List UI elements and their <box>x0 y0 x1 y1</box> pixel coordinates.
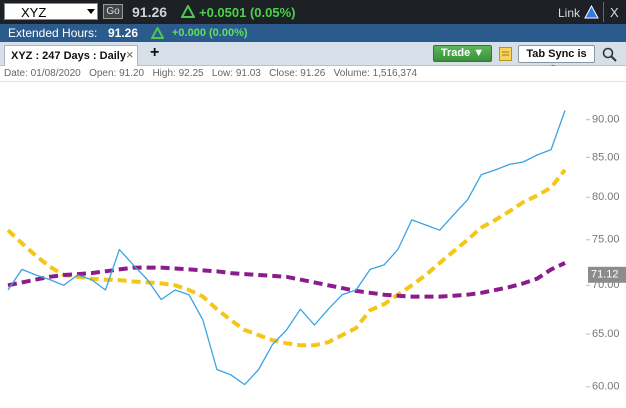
add-tab[interactable]: + <box>150 44 160 61</box>
change: +0.0501 (0.05%) <box>199 5 296 20</box>
up-triangle <box>181 5 195 18</box>
y-tick-label: 75.00 <box>592 234 620 246</box>
chart-tab[interactable]: XYZ : 247 Days : Daily × <box>4 45 138 66</box>
ohlc-info: Date: 01/08/2020 Open: 91.20 High: 92.25… <box>4 68 418 79</box>
last-value-label: 71.12 <box>591 269 619 281</box>
quote-bar: XYZ Go 91.26 +0.0501 (0.05%) Link X <box>0 0 626 24</box>
y-tick-label: 65.00 <box>592 328 620 340</box>
tab-close[interactable]: × <box>126 47 134 62</box>
trade-button[interactable]: Trade ▼ <box>433 45 492 62</box>
last-value-marker <box>588 266 626 283</box>
extended-hours-bar: Extended Hours: 91.26 +0.000 (0.00%) <box>0 24 626 42</box>
link-triangle[interactable] <box>584 5 599 19</box>
symbol-input[interactable]: XYZ <box>4 3 98 20</box>
info-bar: Date: 01/08/2020 Open: 91.20 High: 92.25… <box>0 66 626 82</box>
link-label[interactable]: Link <box>558 6 581 20</box>
dropdown-arrow <box>87 9 95 14</box>
y-tick-label: 80.00 <box>592 191 620 203</box>
price: 91.26 <box>132 4 168 20</box>
price-line <box>7 261 566 299</box>
y-tick-label: 90.00 <box>592 114 620 126</box>
y-tick-label: 85.00 <box>592 151 620 163</box>
notes-icon[interactable] <box>499 47 512 61</box>
extended-price: 91.26 <box>108 26 139 40</box>
go-button[interactable]: Go <box>103 4 123 19</box>
tab-bar: XYZ : 247 Days : Daily × + Trade ▼ Tab S… <box>0 42 626 76</box>
close-button[interactable]: X <box>610 5 619 20</box>
tab-sync-button[interactable]: Tab Sync is On <box>518 45 595 76</box>
extended-label: Extended Hours: <box>8 26 98 40</box>
tab-label: XYZ : 247 Days : Daily <box>11 50 126 62</box>
separator <box>603 2 604 22</box>
symbol: XYZ <box>21 5 47 20</box>
price-line <box>7 110 566 386</box>
price-line <box>6 168 567 348</box>
y-tick-label: 60.00 <box>592 381 620 393</box>
extended-change: +0.000 (0.00%) <box>172 27 248 39</box>
zoom-icon[interactable] <box>602 47 618 62</box>
up-triangle <box>151 27 164 39</box>
